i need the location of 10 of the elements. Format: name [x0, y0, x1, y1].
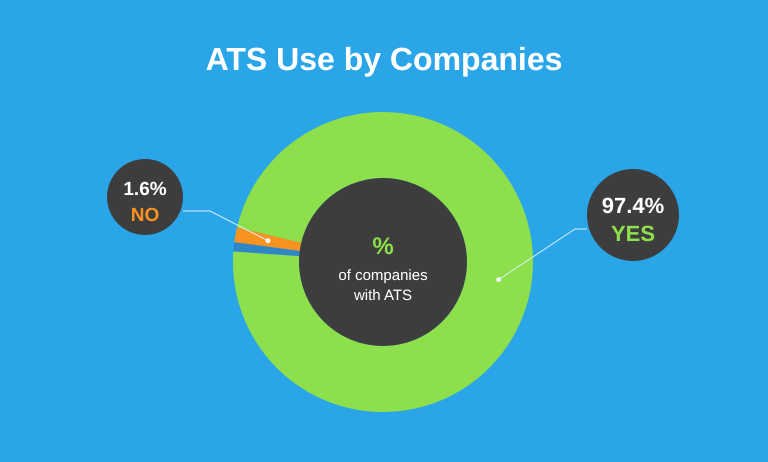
donut-slice	[233, 112, 533, 412]
slice-label: NO	[130, 205, 160, 226]
donut-slice	[234, 227, 302, 251]
chart-title: ATS Use by Companies	[206, 41, 562, 77]
donut-slice	[233, 242, 300, 256]
slice-label: YES	[610, 221, 656, 246]
text: of companies with ATS	[338, 267, 428, 304]
text: %	[372, 233, 394, 260]
data-label: 1.6%	[123, 179, 167, 200]
data-label: 97.4%	[602, 193, 664, 218]
